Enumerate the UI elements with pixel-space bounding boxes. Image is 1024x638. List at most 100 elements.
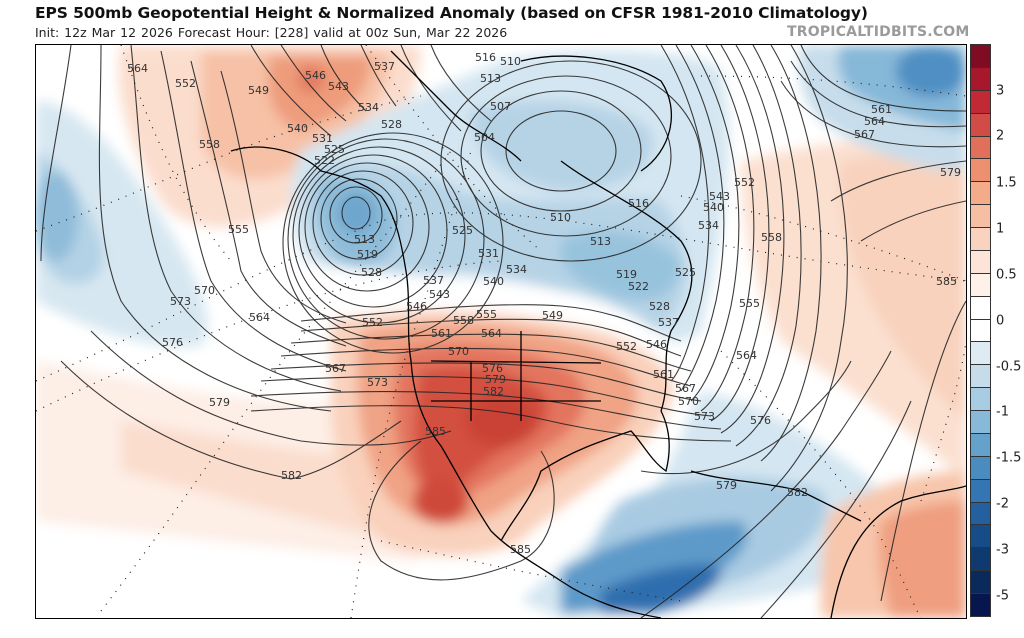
contour-label: 546 [646,338,667,351]
contour-label: 546 [406,300,427,313]
colorbar-segment [971,594,990,616]
contour-label: 561 [431,327,452,340]
contour-label: 534 [698,219,719,232]
colorbar-segment [971,67,990,91]
contour-label: 558 [453,314,474,327]
contour-label: 552 [734,176,755,189]
contour-label: 582 [281,469,302,482]
contour-label: 540 [483,275,504,288]
contour-label: 552 [616,340,637,353]
contour-label: 531 [478,247,499,260]
contour-label: 573 [694,410,715,423]
colorbar-tick-label: 1 [996,221,1005,237]
contour-label: 540 [287,122,308,135]
colorbar [970,44,991,617]
colorbar-tick-label: 2 [996,128,1005,144]
contour-label: 579 [485,373,506,386]
colorbar-segment [971,456,990,480]
contour-label: 534 [358,101,379,114]
contour-label: 513 [354,233,375,246]
contour-label: 570 [678,395,699,408]
contour-label: 510 [550,211,571,224]
contour-label: 576 [750,414,771,427]
contour-label: 519 [616,268,637,281]
colorbar-tick-label: -3 [996,542,1009,558]
contour-label: 567 [675,382,696,395]
contour-label: 546 [305,69,326,82]
colorbar-tick-label: 0.5 [996,267,1017,283]
map-plot-area: 564 552 549 546 543 537 534 528 540 531 525 522 558 5… [35,44,967,619]
contour-label: 552 [362,316,383,329]
colorbar-tick-label: 0 [996,313,1005,329]
contour-label: 564 [736,349,757,362]
colorbar-tick-label: 1.5 [996,175,1017,191]
contour-label: 510 [500,55,521,68]
contour-label: 579 [209,396,230,409]
colorbar-segment [971,365,990,389]
contour-label: 516 [628,197,649,210]
contour-label: 585 [425,425,446,438]
colorbar-segment [971,45,990,68]
contour-label: 567 [325,362,346,375]
contour-label: 522 [628,280,649,293]
contour-label: 579 [940,166,961,179]
colorbar-segment [971,571,990,594]
colorbar-segment [971,342,990,366]
contour-label: 549 [248,84,269,97]
contour-label: 564 [481,327,502,340]
contour-label: 528 [649,300,670,313]
contour-label: 558 [199,138,220,151]
graticule-lines [36,45,966,618]
colorbar-segment [971,319,990,343]
contour-label: 555 [476,308,497,321]
contour-label: 555 [228,223,249,236]
site-watermark: TROPICALTIDBITS.COM [787,24,970,40]
contour-label: 555 [739,297,760,310]
contour-label: 513 [480,72,501,85]
colorbar-tick-label: -5 [996,588,1009,604]
contour-label: 561 [653,368,674,381]
contour-label: 558 [761,231,782,244]
colorbar-segment [971,388,990,411]
contour-label: 528 [361,266,382,279]
contour-label: 537 [423,274,444,287]
colorbar-segment [971,433,990,457]
colorbar-segment [971,159,990,183]
contour-label: 570 [448,345,469,358]
colorbar-segment [971,296,990,320]
colorbar-segment [971,479,990,503]
contour-label: 567 [854,128,875,141]
contour-label: 564 [864,115,885,128]
contour-label: 540 [703,201,724,214]
colorbar-segment [971,113,990,137]
colorbar-segment [971,136,990,160]
contour-label: 582 [787,486,808,499]
contour-label: 564 [127,62,148,75]
contour-label: 537 [658,316,679,329]
contour-label: 537 [374,60,395,73]
contour-label: 549 [542,309,563,322]
colorbar-segment [971,502,990,526]
contour-label: 504 [474,131,495,144]
colorbar-tick-label: 3 [996,83,1005,99]
height-contours [40,45,966,618]
contour-label: 582 [483,385,504,398]
colorbar-segment [971,228,990,251]
contour-label: 552 [175,77,196,90]
coastlines [230,50,966,618]
contour-label: 573 [170,295,191,308]
colorbar-segment [971,250,990,274]
contour-label: 543 [709,190,730,203]
contour-label: 519 [357,248,378,261]
contour-label: 570 [194,284,215,297]
contour-label: 576 [482,362,503,375]
contour-label: 561 [871,103,892,116]
contour-label: 525 [452,224,473,237]
contour-label: 543 [328,80,349,93]
colorbar-segment [971,205,990,228]
contour-label: 585 [510,543,531,556]
contour-label: 525 [675,266,696,279]
chart-title: EPS 500mb Geopotential Height & Normaliz… [35,4,868,22]
contour-label: 531 [312,132,333,145]
contour-label: 534 [506,263,527,276]
